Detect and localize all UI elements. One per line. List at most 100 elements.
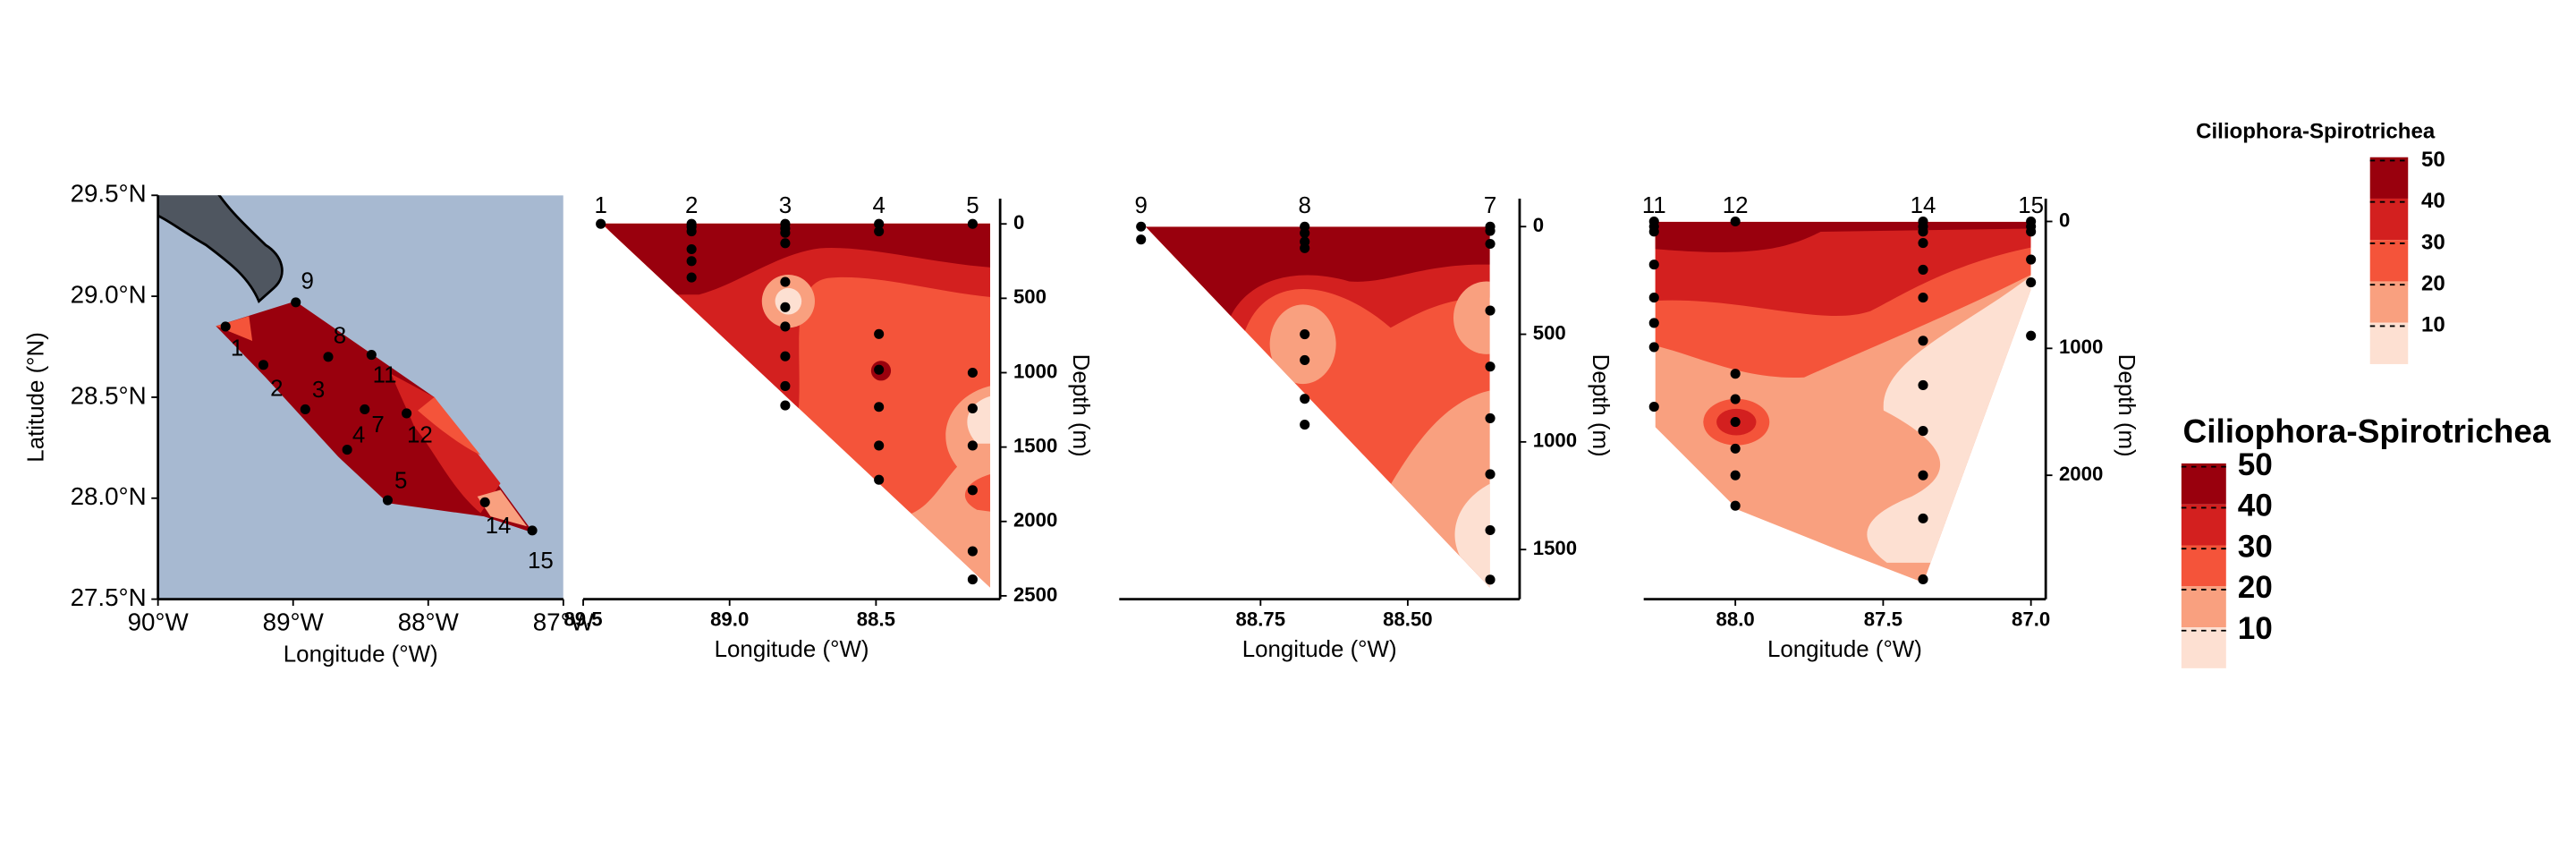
legend-swatch (2181, 586, 2226, 628)
station-label: 3 (312, 378, 325, 403)
y-tick-label: 1000 (2059, 336, 2103, 358)
sample-point (1730, 500, 1741, 511)
y-tick-label: 1500 (1013, 434, 1057, 456)
station-point (527, 525, 538, 536)
legend-label: 20 (2238, 570, 2273, 605)
station-label: 2 (685, 193, 698, 218)
sample-point (1730, 369, 1741, 379)
station-label: 5 (966, 193, 979, 218)
y-tick-label: 500 (1013, 285, 1046, 308)
sample-point (967, 546, 978, 557)
station-label: 12 (1723, 193, 1749, 218)
station-point (402, 408, 412, 419)
sample-point (686, 272, 697, 283)
x-axis-label: Longitude (°W) (715, 637, 869, 662)
sample-point (874, 218, 885, 229)
station-label: 7 (1484, 193, 1496, 218)
section-contours (1655, 221, 2031, 583)
sample-point (2026, 226, 2037, 237)
station-point (342, 445, 352, 455)
y-tick-label: 2000 (1013, 509, 1057, 532)
section-contours (1145, 226, 1490, 588)
legend-label: 30 (2421, 230, 2445, 254)
sample-point (1485, 412, 1496, 423)
y-tick-label: 2000 (2059, 463, 2103, 485)
legend-label: 50 (2421, 148, 2445, 172)
sample-point (1918, 379, 1928, 391)
contour-band (216, 316, 253, 342)
sample-point (1300, 420, 1310, 430)
legend-title: Ciliophora-Spirotrichea (2183, 412, 2551, 449)
y-tick-label: 27.5°N (71, 583, 147, 611)
y-axis-label: Depth (m) (2114, 354, 2139, 457)
contour-band (477, 489, 528, 527)
legend-label: 10 (2238, 611, 2273, 646)
x-axis-label: Longitude (°W) (1767, 637, 1922, 662)
station-point (258, 360, 269, 370)
sample-point (780, 227, 791, 238)
legend-swatch (2181, 545, 2226, 587)
station-point (479, 497, 490, 507)
sample-point (874, 474, 885, 485)
sample-point (1918, 470, 1928, 481)
sample-point (780, 321, 791, 332)
sample-point (967, 574, 978, 585)
station-point (360, 404, 370, 415)
sample-point (1730, 394, 1741, 404)
sample-point (874, 364, 885, 375)
sample-point (1136, 234, 1147, 245)
sample-point (2026, 330, 2037, 341)
legend-label: 20 (2421, 271, 2445, 295)
contour-band (1655, 221, 2031, 252)
sample-point (1300, 354, 1310, 365)
sample-point (967, 485, 978, 496)
sample-point (1300, 242, 1310, 253)
sample-point (1730, 443, 1741, 454)
sample-point (596, 218, 606, 229)
y-tick-label: 500 (1533, 321, 1566, 344)
station-point (366, 349, 377, 361)
sample-point (874, 402, 885, 412)
station-point (291, 297, 301, 308)
sample-point (780, 302, 791, 312)
legend-title: Ciliophora-Spirotrichea (2196, 119, 2436, 143)
sample-point (1730, 470, 1741, 481)
y-tick-label: 0 (1533, 214, 1544, 236)
sample-point (1485, 361, 1496, 372)
x-tick-label: 90°W (128, 608, 190, 636)
sample-point (1648, 402, 1659, 412)
station-label: 4 (352, 423, 365, 448)
sample-point (1918, 336, 1928, 346)
sample-point (1136, 221, 1147, 232)
x-tick-label: 89.5 (564, 608, 602, 631)
sample-point (1730, 216, 1741, 227)
y-tick-label: 29.0°N (71, 280, 147, 308)
sample-point (780, 380, 791, 392)
x-axis-label: Longitude (°W) (1242, 637, 1397, 662)
legend-swatch (2181, 627, 2226, 668)
x-tick-label: 89°W (263, 608, 325, 636)
sample-point (1300, 329, 1310, 340)
station-label: 4 (872, 193, 885, 218)
sample-point (1918, 513, 1928, 523)
station-label: 14 (486, 514, 512, 539)
sample-point (1300, 227, 1310, 239)
legend-swatch (2369, 281, 2409, 323)
x-tick-label: 89.0 (710, 608, 749, 631)
sample-point (1918, 264, 1928, 275)
legend-swatch (2369, 198, 2409, 241)
sample-point (1648, 226, 1659, 237)
station-label: 2 (270, 376, 283, 401)
sample-point (1485, 524, 1496, 536)
y-axis-label: Depth (m) (1068, 354, 1093, 457)
sample-point (967, 403, 978, 413)
legend-label: 50 (2238, 447, 2273, 482)
station-label: 9 (1134, 193, 1147, 218)
sample-point (780, 400, 791, 411)
sample-point (1300, 394, 1310, 404)
legend-label: 40 (2238, 489, 2273, 523)
station-label: 3 (779, 193, 792, 218)
sample-point (1918, 574, 1928, 585)
station-label: 9 (301, 269, 313, 294)
